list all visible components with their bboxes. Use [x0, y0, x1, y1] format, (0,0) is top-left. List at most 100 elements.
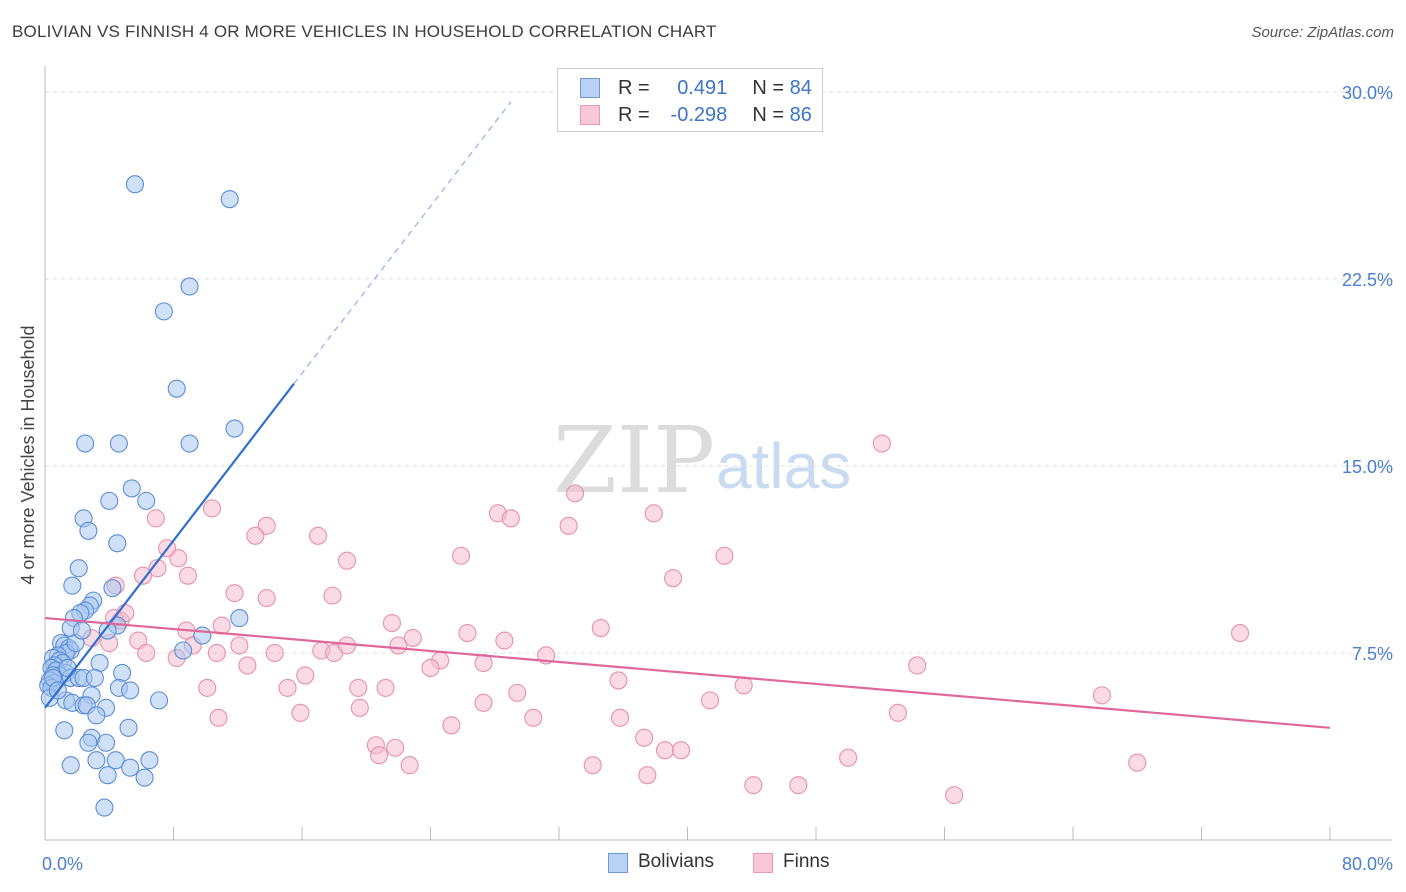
finns-point-39: [137, 643, 156, 663]
bolivians-point-69: [87, 751, 106, 770]
watermark-atlas: atlas: [716, 430, 851, 502]
y-tick-label-2: 22.5%: [1342, 270, 1393, 290]
bolivians-point-13: [79, 521, 98, 540]
legend-n-value-1: 84: [789, 77, 812, 99]
finns-point-76: [945, 786, 964, 805]
bolivians-point-76: [95, 798, 114, 817]
finns-point-18: [663, 569, 683, 588]
source-label: Source: ZipAtlas.com: [1251, 24, 1394, 41]
finns-point-63: [635, 728, 654, 747]
bolivians-point-63: [87, 706, 106, 725]
finns-point-24: [591, 619, 610, 638]
legend-n-label-2: N =: [752, 104, 785, 126]
finns-point-70: [1128, 753, 1147, 772]
finns-point-73: [638, 766, 657, 785]
finns-point-74: [744, 776, 763, 795]
finns-point-46: [296, 666, 315, 685]
finns-point-0: [872, 434, 891, 453]
finns-point-49: [349, 678, 368, 697]
bottom-legend-label-finns: Finns: [783, 851, 830, 872]
bolivians-point-80: [58, 658, 77, 677]
bolivians-point-5: [225, 419, 244, 438]
bolivians-point-70: [106, 751, 125, 770]
finns-point-58: [209, 708, 228, 727]
finns-point-60: [610, 708, 630, 727]
finns-point-82: [291, 703, 310, 722]
x-tick-label-1: 80.0%: [1342, 854, 1393, 874]
finns-trend-line: [44, 616, 1331, 729]
bolivians-trend-extension: [293, 101, 512, 385]
finns-point-47: [198, 678, 217, 697]
legend-r-label-2: R =: [618, 104, 650, 126]
finns-point-43: [908, 656, 927, 675]
bolivians-point-8: [180, 434, 199, 453]
bolivians-point-15: [69, 559, 88, 578]
bottom-legend-swatch-blue: [608, 853, 628, 873]
finns-point-12: [715, 546, 734, 565]
bolivians-point-3: [154, 302, 173, 321]
bolivians-point-72: [61, 756, 80, 775]
finns-point-72: [583, 756, 602, 775]
trend-lines: [44, 101, 1331, 729]
axes: [44, 66, 1392, 841]
bolivians-point-17: [103, 579, 122, 598]
finns-point-33: [207, 643, 226, 663]
finns-point-2: [203, 499, 222, 518]
finns-point-61: [888, 703, 907, 722]
bolivians-point-14: [108, 534, 127, 553]
finns-point-50: [376, 678, 395, 697]
finns-point-66: [655, 741, 675, 760]
finns-point-52: [609, 671, 628, 690]
y-tick-label-3: 30.0%: [1342, 83, 1393, 103]
bolivians-point-6: [76, 434, 95, 453]
finns-point-22: [323, 586, 342, 605]
bolivians-point-34: [174, 641, 193, 660]
y-tick-label-1: 15.0%: [1342, 457, 1393, 477]
finns-point-25: [1231, 623, 1250, 643]
bolivians-trend-line: [44, 383, 295, 709]
finns-point-55: [474, 693, 493, 712]
finns-point-71: [400, 756, 419, 775]
finns-point-21: [257, 589, 276, 608]
finns-point-56: [700, 691, 720, 710]
finns-point-45: [238, 656, 257, 675]
bolivians-point-4: [167, 379, 186, 398]
finns-point-51: [508, 683, 527, 702]
bolivians-point-78: [72, 621, 91, 640]
bolivians-point-41: [90, 653, 109, 673]
finns-point-59: [524, 708, 543, 727]
bottom-legend-swatch-pink: [753, 853, 773, 873]
finns-point-9: [246, 526, 265, 545]
y-axis-label: 4 or more Vehicles in Household: [18, 325, 38, 584]
finns-point-28: [403, 628, 422, 648]
bolivians-point-9: [122, 479, 141, 498]
legend-r-value-2: -0.298: [670, 104, 728, 126]
legend-r-label-1: R =: [618, 77, 650, 99]
bolivians-point-64: [119, 718, 138, 737]
finns-point-32: [230, 636, 249, 655]
legend-swatch-blue: [580, 78, 600, 98]
legend-n-label-1: N =: [752, 77, 785, 99]
finns-point-62: [442, 716, 461, 735]
finns-point-37: [337, 636, 357, 655]
bolivians-point-54: [121, 681, 140, 700]
finns-point-85: [382, 614, 402, 633]
finns-point-57: [350, 698, 369, 717]
bolivians-point-74: [98, 766, 117, 785]
bolivians-point-16: [63, 576, 82, 595]
finns-point-67: [672, 741, 691, 760]
finns-point-54: [1092, 686, 1111, 705]
finns-point-44: [421, 658, 440, 677]
finns-point-48: [278, 678, 297, 697]
bolivians-point-10: [137, 491, 156, 510]
bolivians-point-23: [230, 609, 249, 628]
finns-point-10: [309, 526, 328, 545]
grid-lines: [45, 91, 1392, 654]
finns-point-14: [337, 551, 357, 570]
finns-point-53: [734, 676, 753, 695]
finns-point-5: [501, 509, 520, 528]
bolivians-point-11: [100, 491, 119, 510]
legend-swatch-pink: [580, 105, 600, 125]
bottom-legend-label-bolivians: Bolivians: [638, 851, 715, 872]
